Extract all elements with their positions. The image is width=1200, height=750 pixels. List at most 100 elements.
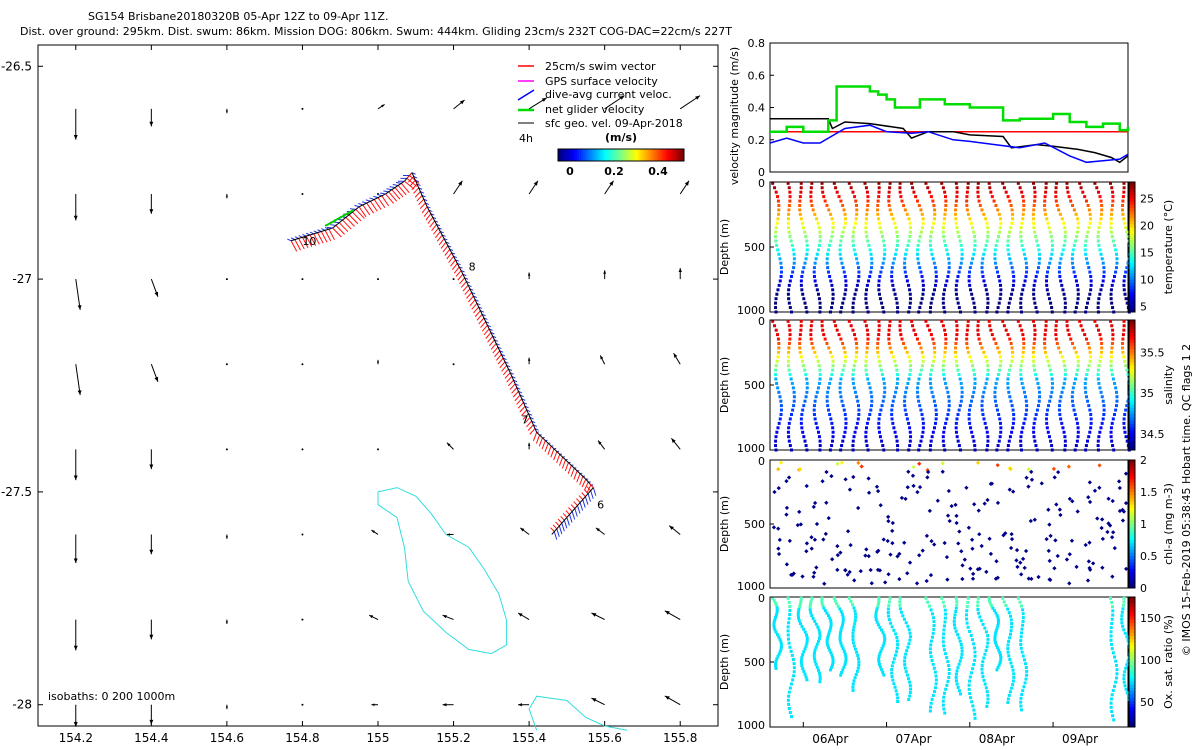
profile-point xyxy=(773,618,777,622)
profile-point xyxy=(817,243,821,247)
profile-point xyxy=(817,226,821,230)
swim-vector xyxy=(436,234,443,242)
profile-point xyxy=(1008,368,1012,372)
current-arrow xyxy=(75,364,81,396)
chl-point xyxy=(959,549,964,554)
profile-point xyxy=(903,404,907,408)
profile-point xyxy=(1023,417,1027,421)
profile-point xyxy=(969,399,973,403)
profile-point xyxy=(986,226,990,230)
profile-point xyxy=(977,611,981,615)
profile-point xyxy=(1007,639,1011,643)
profile-point xyxy=(1033,328,1037,332)
profile-point xyxy=(776,199,780,203)
profile-point xyxy=(877,324,881,328)
profile-point xyxy=(945,279,949,283)
profile-point xyxy=(875,620,879,624)
profile-point xyxy=(841,404,845,408)
profile-point xyxy=(1007,373,1011,377)
profile-point xyxy=(774,373,778,377)
profile-point xyxy=(915,337,919,341)
profile-colorbar-tick: 20 xyxy=(1140,219,1154,232)
profile-point xyxy=(932,399,936,403)
profile-colorbar-tick: 15 xyxy=(1140,246,1154,259)
profile-point xyxy=(839,377,843,381)
profile-point xyxy=(1102,270,1106,274)
profile-point xyxy=(989,604,993,608)
swim-vector xyxy=(487,335,494,343)
swim-vector xyxy=(589,483,594,488)
profile-point xyxy=(921,279,925,283)
profile-point xyxy=(1076,430,1080,434)
profile-point xyxy=(1009,661,1013,665)
profile-point xyxy=(864,355,868,359)
profile-point xyxy=(1110,186,1114,190)
profile-point xyxy=(1124,270,1128,274)
profile-point xyxy=(851,444,855,448)
profile-point xyxy=(983,626,987,630)
current-arrowhead xyxy=(77,390,82,395)
profile-point xyxy=(774,659,778,663)
profile-point xyxy=(1126,638,1130,642)
colorbar-swatch xyxy=(610,149,614,161)
profile-point xyxy=(1011,679,1015,683)
profile-point xyxy=(868,274,872,278)
profile-point xyxy=(876,208,880,212)
profile-point xyxy=(1037,252,1041,256)
profile-point xyxy=(1122,421,1126,425)
profile-point xyxy=(933,421,937,425)
profile-point xyxy=(1072,346,1076,350)
profile-point xyxy=(1010,404,1014,408)
current-arrowhead xyxy=(154,291,159,297)
profile-point xyxy=(1054,186,1058,190)
profile-colorbar-swatch xyxy=(1129,681,1135,686)
profile-point xyxy=(952,616,956,620)
profile-point xyxy=(799,658,803,662)
profile-point xyxy=(832,596,836,600)
profile-point xyxy=(1006,701,1010,705)
profile-point xyxy=(867,279,871,283)
profile-point xyxy=(1012,274,1016,278)
chl-point xyxy=(899,495,904,501)
profile-colorbar-swatch xyxy=(1129,217,1135,222)
profile-colorbar-swatch xyxy=(1129,349,1135,353)
profile-point xyxy=(958,404,962,408)
profile-point xyxy=(844,655,848,659)
profile-point xyxy=(900,337,904,341)
profile-point xyxy=(944,203,948,207)
profile-point xyxy=(892,628,896,632)
profile-point xyxy=(966,596,970,600)
profile-point xyxy=(898,600,902,604)
profile-point xyxy=(1058,350,1062,354)
profile-point xyxy=(855,208,859,212)
profile-point xyxy=(877,359,881,363)
profile-point xyxy=(1023,681,1027,685)
profile-point xyxy=(788,190,792,194)
profile-point xyxy=(1078,181,1082,185)
profile-point xyxy=(891,261,895,265)
profile-point xyxy=(968,675,972,679)
profile-point xyxy=(971,297,975,301)
profile-point xyxy=(1102,412,1106,416)
profile-point xyxy=(905,417,909,421)
profile-point xyxy=(809,199,813,203)
chl-point xyxy=(820,479,825,484)
colorbar-swatch xyxy=(677,149,681,161)
profile-point xyxy=(994,628,998,632)
swim-vector xyxy=(459,277,465,285)
profile-point xyxy=(976,324,980,328)
current-arrowhead xyxy=(301,278,304,281)
profile-point xyxy=(993,636,997,640)
chl-point xyxy=(874,484,880,489)
profile-point xyxy=(1120,614,1124,618)
profile-point xyxy=(1076,368,1080,372)
profile-point xyxy=(1109,596,1113,600)
profile-point xyxy=(933,266,937,270)
profile-point xyxy=(1006,377,1010,381)
chl-point xyxy=(864,547,869,552)
chl-point xyxy=(977,532,982,537)
profile-point xyxy=(804,444,808,448)
profile-point xyxy=(866,341,870,345)
profile-point xyxy=(776,337,780,341)
profile-point xyxy=(944,243,948,247)
